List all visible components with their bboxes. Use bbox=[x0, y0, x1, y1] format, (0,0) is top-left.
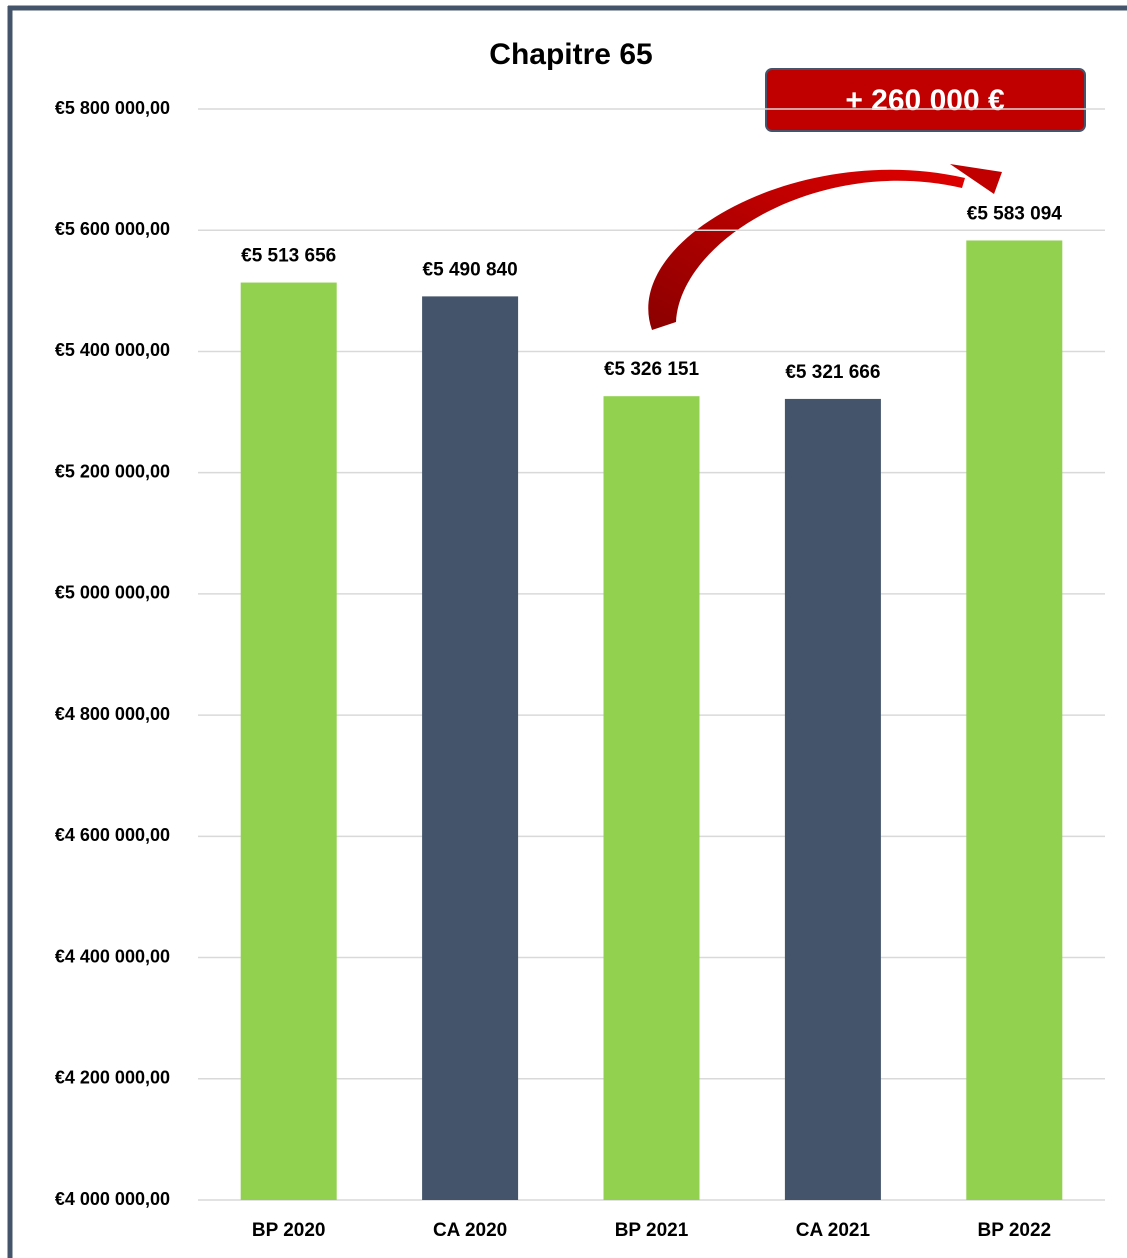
chart-title: Chapitre 65 bbox=[489, 38, 652, 71]
x-tick-label: BP 2021 bbox=[615, 1220, 689, 1241]
bar bbox=[966, 240, 1063, 1201]
x-tick-label: BP 2022 bbox=[977, 1220, 1051, 1241]
annotation: + 260 000 € bbox=[845, 84, 1005, 117]
y-tick-label: €4 200 000,00 bbox=[55, 1068, 170, 1088]
value-label: €5 513 656 bbox=[241, 246, 336, 267]
value-label: €5 583 094 bbox=[967, 203, 1063, 224]
y-tick-label: €4 600 000,00 bbox=[55, 825, 170, 845]
bar bbox=[240, 282, 337, 1200]
x-tick-label: CA 2021 bbox=[796, 1220, 871, 1241]
x-tick-label: BP 2020 bbox=[252, 1220, 326, 1241]
y-tick-label: €5 800 000,00 bbox=[55, 98, 170, 118]
annotation-box bbox=[765, 68, 1086, 132]
y-tick-label: €5 600 000,00 bbox=[55, 219, 170, 239]
bar bbox=[784, 398, 881, 1200]
y-tick-label: €4 800 000,00 bbox=[55, 704, 170, 724]
y-tick-label: €5 200 000,00 bbox=[55, 461, 170, 481]
y-tick-label: €4 000 000,00 bbox=[55, 1189, 170, 1209]
value-label: €5 490 840 bbox=[423, 259, 518, 280]
y-tick-label: €5 400 000,00 bbox=[55, 340, 170, 360]
x-tick-label: CA 2020 bbox=[433, 1220, 507, 1241]
value-label: €5 321 666 bbox=[785, 362, 880, 383]
y-tick-label: €5 000 000,00 bbox=[55, 583, 170, 603]
arrow-head bbox=[950, 164, 1002, 194]
value-label: €5 326 151 bbox=[604, 359, 700, 380]
bar bbox=[603, 396, 700, 1200]
y-tick-label: €4 400 000,00 bbox=[55, 946, 170, 966]
bar bbox=[422, 296, 519, 1200]
arrow bbox=[648, 169, 965, 330]
